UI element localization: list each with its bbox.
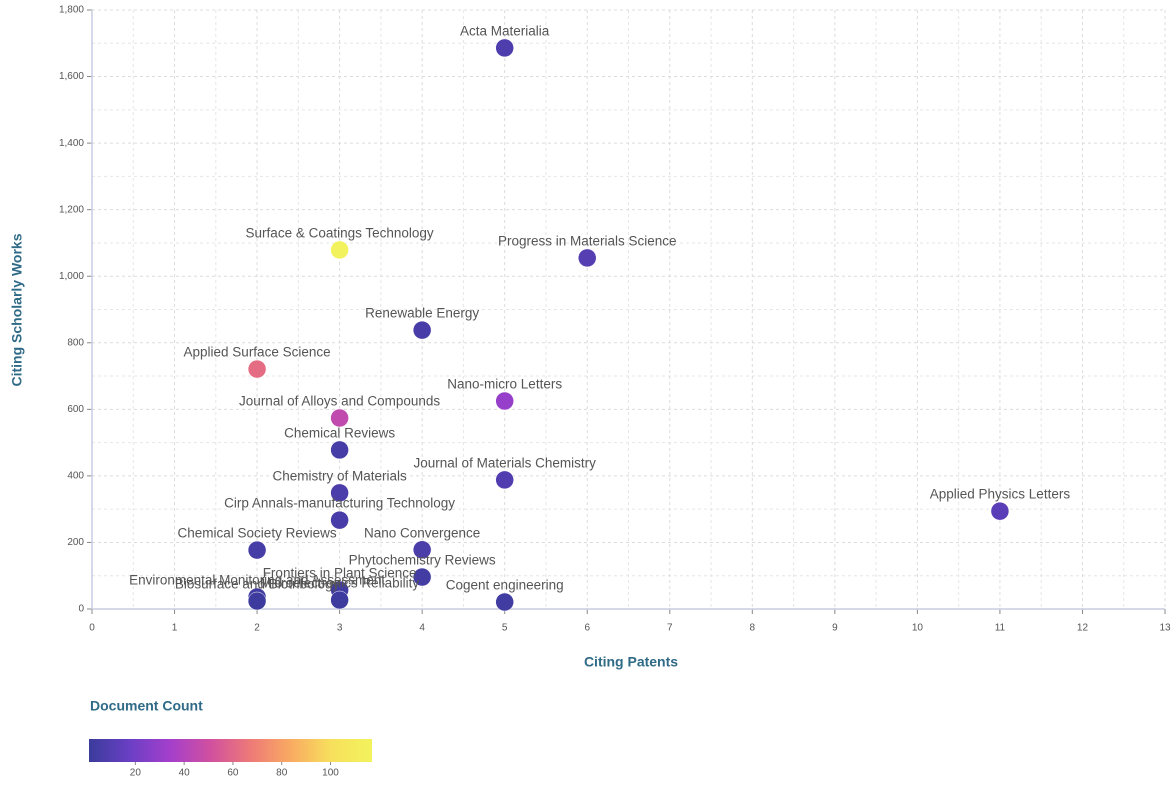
colorbar-title: Document Count [90, 698, 203, 714]
point-label: Cogent engineering [446, 578, 564, 593]
point [247, 359, 267, 379]
colorbar [89, 739, 372, 762]
point [330, 483, 349, 503]
x-tick-label: 4 [419, 623, 425, 634]
x-tick-label: 5 [502, 623, 508, 634]
y-tick-label: 800 [67, 337, 84, 348]
point [412, 540, 432, 560]
y-tick-label: 1,200 [59, 204, 84, 215]
point-label: Phytochemistry Reviews [349, 553, 496, 568]
point-label: Renewable Energy [365, 306, 479, 321]
point [990, 501, 1010, 521]
point-label: Environmental Monitoring and Assessment [129, 573, 385, 588]
x-tick-label: 10 [912, 623, 924, 634]
point-label: Nano Convergence [364, 525, 480, 540]
x-tick-label: 9 [832, 623, 838, 634]
point-label: Cirp Annals-manufacturing Technology [224, 496, 455, 511]
y-tick-label: 1,000 [59, 271, 84, 282]
point [495, 592, 514, 612]
colorbar-tick-label: 60 [227, 768, 239, 779]
point-label: Chemistry of Materials [272, 468, 407, 483]
y-tick-label: 1,800 [59, 5, 84, 16]
y-tick-label: 1,400 [59, 138, 84, 149]
x-tick-label: 8 [750, 623, 756, 634]
colorbar-tick-label: 100 [322, 768, 339, 779]
point [495, 391, 514, 411]
x-tick-label: 11 [995, 623, 1006, 634]
point [577, 248, 597, 268]
point [247, 591, 267, 611]
x-axis-title: Citing Patents [584, 654, 678, 670]
x-tick-label: 6 [584, 623, 590, 634]
point-label: Journal of Alloys and Compounds [239, 394, 440, 409]
point-label: Nano-micro Letters [447, 377, 562, 392]
point-label: Surface & Coatings Technology [246, 225, 434, 240]
y-axis-title: Citing Scholarly Works [9, 233, 25, 386]
point-label: Frontiers in Plant Science [263, 566, 417, 581]
y-tick-label: 200 [67, 537, 84, 548]
point-label: Applied Surface Science [184, 345, 331, 360]
point [412, 567, 432, 587]
point [495, 470, 514, 490]
point [330, 510, 349, 530]
colorbar-tick-label: 80 [276, 768, 288, 779]
point-label: Biosurface and Biotribology [175, 577, 340, 592]
x-tick-label: 13 [1159, 623, 1171, 634]
point [247, 540, 267, 560]
point [330, 590, 349, 610]
point-label: Applied Physics Letters [930, 487, 1071, 502]
colorbar-tick-label: 40 [179, 768, 191, 779]
point [412, 320, 432, 340]
point [330, 440, 349, 460]
colorbar-tick-label: 20 [130, 768, 142, 779]
x-tick-label: 12 [1077, 623, 1089, 634]
point-label: Chemical Reviews [284, 425, 395, 440]
y-tick-label: 1,600 [59, 71, 84, 82]
x-tick-label: 0 [89, 623, 95, 634]
point-label: Chemical Society Reviews [178, 526, 337, 541]
point [330, 408, 349, 428]
point-label: Microelectronics Reliability [260, 576, 419, 591]
point-label: Progress in Materials Science [498, 233, 677, 248]
point [330, 240, 349, 260]
point-label: Acta Materialia [460, 23, 550, 38]
x-tick-label: 7 [667, 623, 673, 634]
point [495, 38, 514, 58]
x-tick-label: 2 [254, 623, 260, 634]
x-tick-label: 3 [337, 623, 343, 634]
y-tick-label: 0 [78, 604, 84, 615]
x-tick-label: 1 [172, 623, 178, 634]
y-tick-label: 400 [67, 471, 84, 482]
y-tick-label: 600 [67, 404, 84, 415]
point-label: Journal of Materials Chemistry [414, 455, 597, 470]
